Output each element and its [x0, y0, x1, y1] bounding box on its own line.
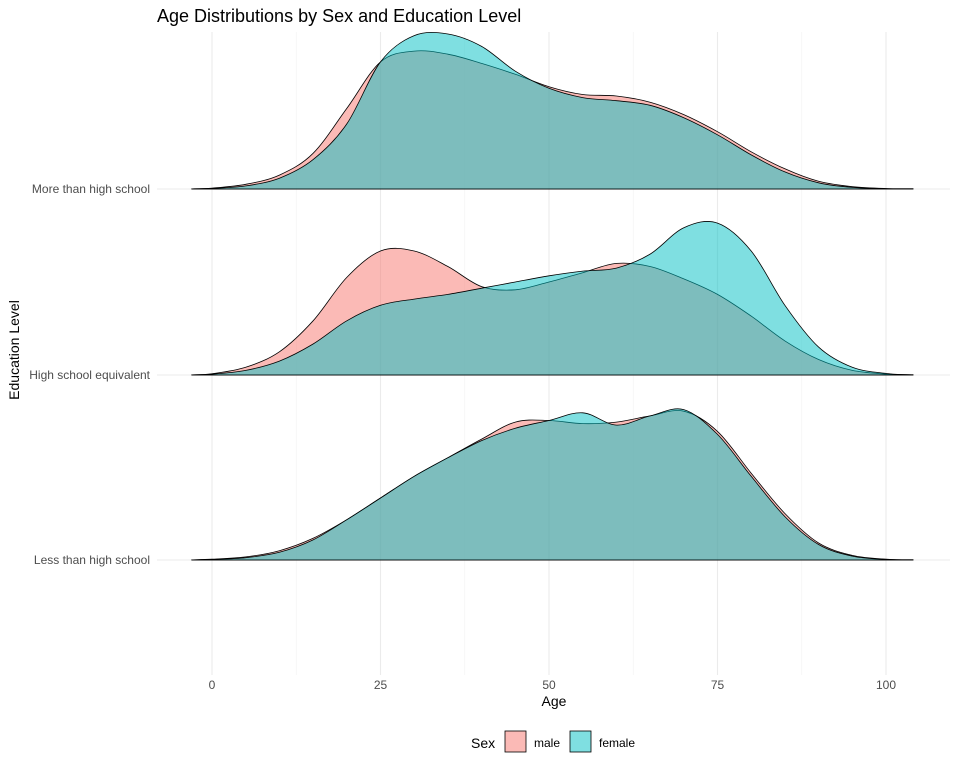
legend-key-male	[504, 730, 527, 753]
y-tick-label-2: Less than high school	[34, 553, 150, 567]
ridges	[191, 31, 914, 561]
y-axis-tick-labels: More than high school High school equival…	[29, 182, 150, 567]
x-tick-label-2: 50	[542, 678, 556, 692]
legend-key-female	[569, 730, 592, 753]
ridge-0-female	[191, 31, 914, 190]
y-tick-label-1: High school equivalent	[29, 368, 150, 382]
x-tick-label-4: 100	[876, 678, 896, 692]
x-tick-label-3: 75	[711, 678, 725, 692]
legend-label-female: female	[599, 736, 635, 750]
legend-title: Sex	[471, 735, 495, 751]
x-axis-title: Age	[542, 693, 567, 709]
x-tick-label-0: 0	[209, 678, 216, 692]
legend-label-male: male	[534, 736, 560, 750]
legend: Sex male female	[471, 730, 635, 753]
y-tick-label-0: More than high school	[32, 182, 150, 196]
y-axis-title: Education Level	[6, 300, 22, 400]
ridge-1-female	[191, 221, 914, 376]
chart-title: Age Distributions by Sex and Education L…	[157, 6, 521, 26]
x-tick-label-1: 25	[374, 678, 388, 692]
ridge-2-female	[191, 408, 914, 561]
x-axis-tick-labels: 0 25 50 75 100	[209, 678, 897, 692]
legend-items: male female	[504, 730, 635, 753]
